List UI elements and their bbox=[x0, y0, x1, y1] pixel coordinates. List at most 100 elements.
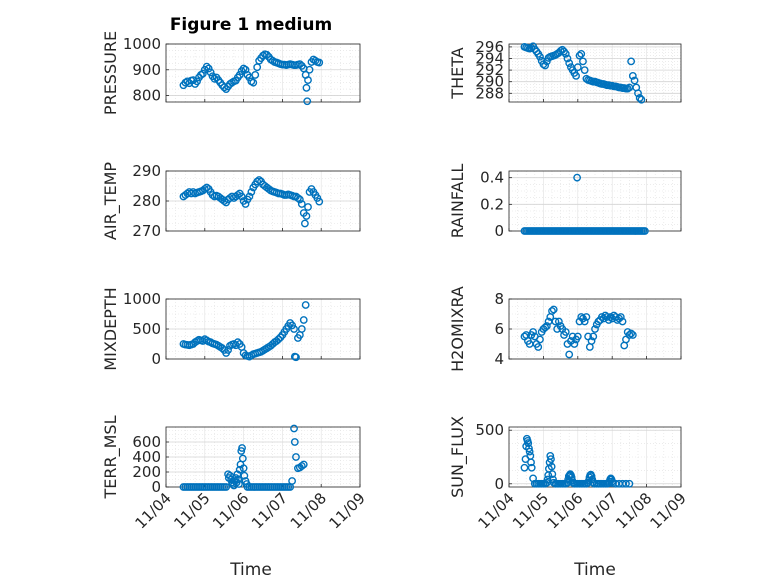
data-point bbox=[288, 477, 296, 485]
data-point bbox=[575, 51, 584, 60]
data-point bbox=[198, 69, 207, 78]
data-point bbox=[529, 328, 537, 336]
y-tick-label: 500 bbox=[475, 421, 504, 439]
data-point bbox=[274, 335, 283, 344]
data-point bbox=[543, 475, 552, 484]
y-tick-label: 292 bbox=[475, 61, 504, 79]
data-point bbox=[238, 444, 246, 452]
x-axis-label-left: Time bbox=[229, 560, 272, 580]
data-point bbox=[238, 454, 247, 463]
data-point bbox=[627, 57, 636, 66]
data-point bbox=[563, 54, 572, 63]
data-point bbox=[580, 66, 589, 75]
data-point bbox=[548, 470, 557, 479]
data-point bbox=[304, 76, 312, 84]
data-point bbox=[301, 301, 310, 309]
data-point bbox=[297, 200, 306, 208]
data-point bbox=[220, 197, 229, 205]
data-point bbox=[589, 332, 598, 341]
data-point bbox=[625, 479, 634, 488]
y-tick-label: 1000 bbox=[123, 35, 161, 53]
data-point bbox=[302, 212, 311, 220]
data-point bbox=[520, 463, 529, 472]
panel-air_temp: 270 280 290 AIR_TEMP bbox=[101, 162, 361, 240]
axes-box bbox=[165, 43, 361, 103]
y-tick-label: 280 bbox=[132, 192, 161, 210]
data-point bbox=[262, 50, 271, 59]
data-point bbox=[591, 325, 599, 333]
data-point bbox=[292, 353, 300, 362]
data-point bbox=[635, 94, 644, 102]
data-point bbox=[264, 185, 273, 193]
data-point bbox=[573, 173, 582, 182]
y-tick-label: 400 bbox=[132, 448, 161, 466]
data-point bbox=[193, 77, 201, 86]
data-point bbox=[305, 65, 314, 74]
y-tick-label: 6 bbox=[494, 320, 504, 338]
y-tick-label: 270 bbox=[132, 222, 161, 240]
data-point bbox=[618, 317, 627, 326]
data-point bbox=[295, 60, 304, 69]
data-point bbox=[241, 200, 250, 208]
data-point bbox=[582, 313, 591, 321]
data-point bbox=[292, 453, 300, 461]
data-point bbox=[587, 337, 596, 345]
data-point bbox=[565, 59, 574, 68]
data-point bbox=[561, 328, 570, 336]
data-point bbox=[628, 331, 637, 339]
y-tick-label: 800 bbox=[132, 87, 161, 105]
panel-h2omixra: 4 6 8 H2OMIXRA bbox=[448, 286, 682, 372]
data-point bbox=[541, 61, 550, 70]
y-axis-label: MIXDEPTH bbox=[101, 287, 120, 370]
data-point bbox=[235, 465, 244, 474]
data-point bbox=[240, 471, 249, 480]
data-point bbox=[237, 192, 246, 201]
y-tick-label: 0 bbox=[151, 478, 161, 496]
y-tick-label: 288 bbox=[475, 84, 504, 102]
data-point bbox=[547, 455, 555, 464]
data-point bbox=[202, 183, 211, 192]
data-point bbox=[622, 479, 630, 488]
data-point bbox=[297, 462, 306, 470]
data-point bbox=[315, 58, 324, 67]
y-axis-label: AIR_TEMP bbox=[101, 162, 121, 240]
data-point bbox=[580, 317, 589, 326]
data-point bbox=[572, 72, 580, 80]
data-point bbox=[630, 76, 639, 85]
data-point bbox=[565, 350, 574, 359]
data-point bbox=[573, 63, 582, 72]
data-point bbox=[536, 52, 544, 61]
data-point bbox=[554, 317, 563, 326]
y-tick-label: 200 bbox=[132, 463, 161, 481]
data-point bbox=[577, 49, 586, 58]
data-point bbox=[220, 83, 229, 92]
data-point bbox=[536, 335, 544, 344]
data-point bbox=[253, 177, 262, 186]
data-point bbox=[637, 95, 646, 104]
data-point bbox=[567, 473, 576, 482]
data-point bbox=[233, 338, 242, 347]
data-point bbox=[235, 480, 243, 488]
data-point bbox=[290, 325, 298, 333]
data-point bbox=[299, 316, 308, 324]
y-tick-label: 600 bbox=[132, 433, 161, 451]
panel-rainfall: 0 0.2 0.4 RAINFALL bbox=[448, 164, 682, 240]
y-tick-label: 0.2 bbox=[480, 195, 504, 213]
data-point bbox=[301, 219, 309, 228]
data-point bbox=[639, 227, 648, 235]
data-point bbox=[635, 227, 644, 235]
y-tick-label: 296 bbox=[475, 38, 504, 56]
data-point bbox=[222, 483, 231, 491]
data-point bbox=[295, 195, 304, 204]
data-point bbox=[570, 340, 579, 348]
data-point bbox=[239, 464, 248, 473]
data-point bbox=[251, 71, 260, 79]
data-point bbox=[548, 307, 556, 315]
data-point bbox=[525, 444, 533, 453]
data-point bbox=[525, 447, 534, 456]
y-tick-label: 4 bbox=[494, 350, 504, 368]
y-tick-label: 0 bbox=[494, 222, 504, 240]
y-axis-label: PRESSURE bbox=[101, 31, 120, 115]
data-point bbox=[304, 203, 312, 211]
